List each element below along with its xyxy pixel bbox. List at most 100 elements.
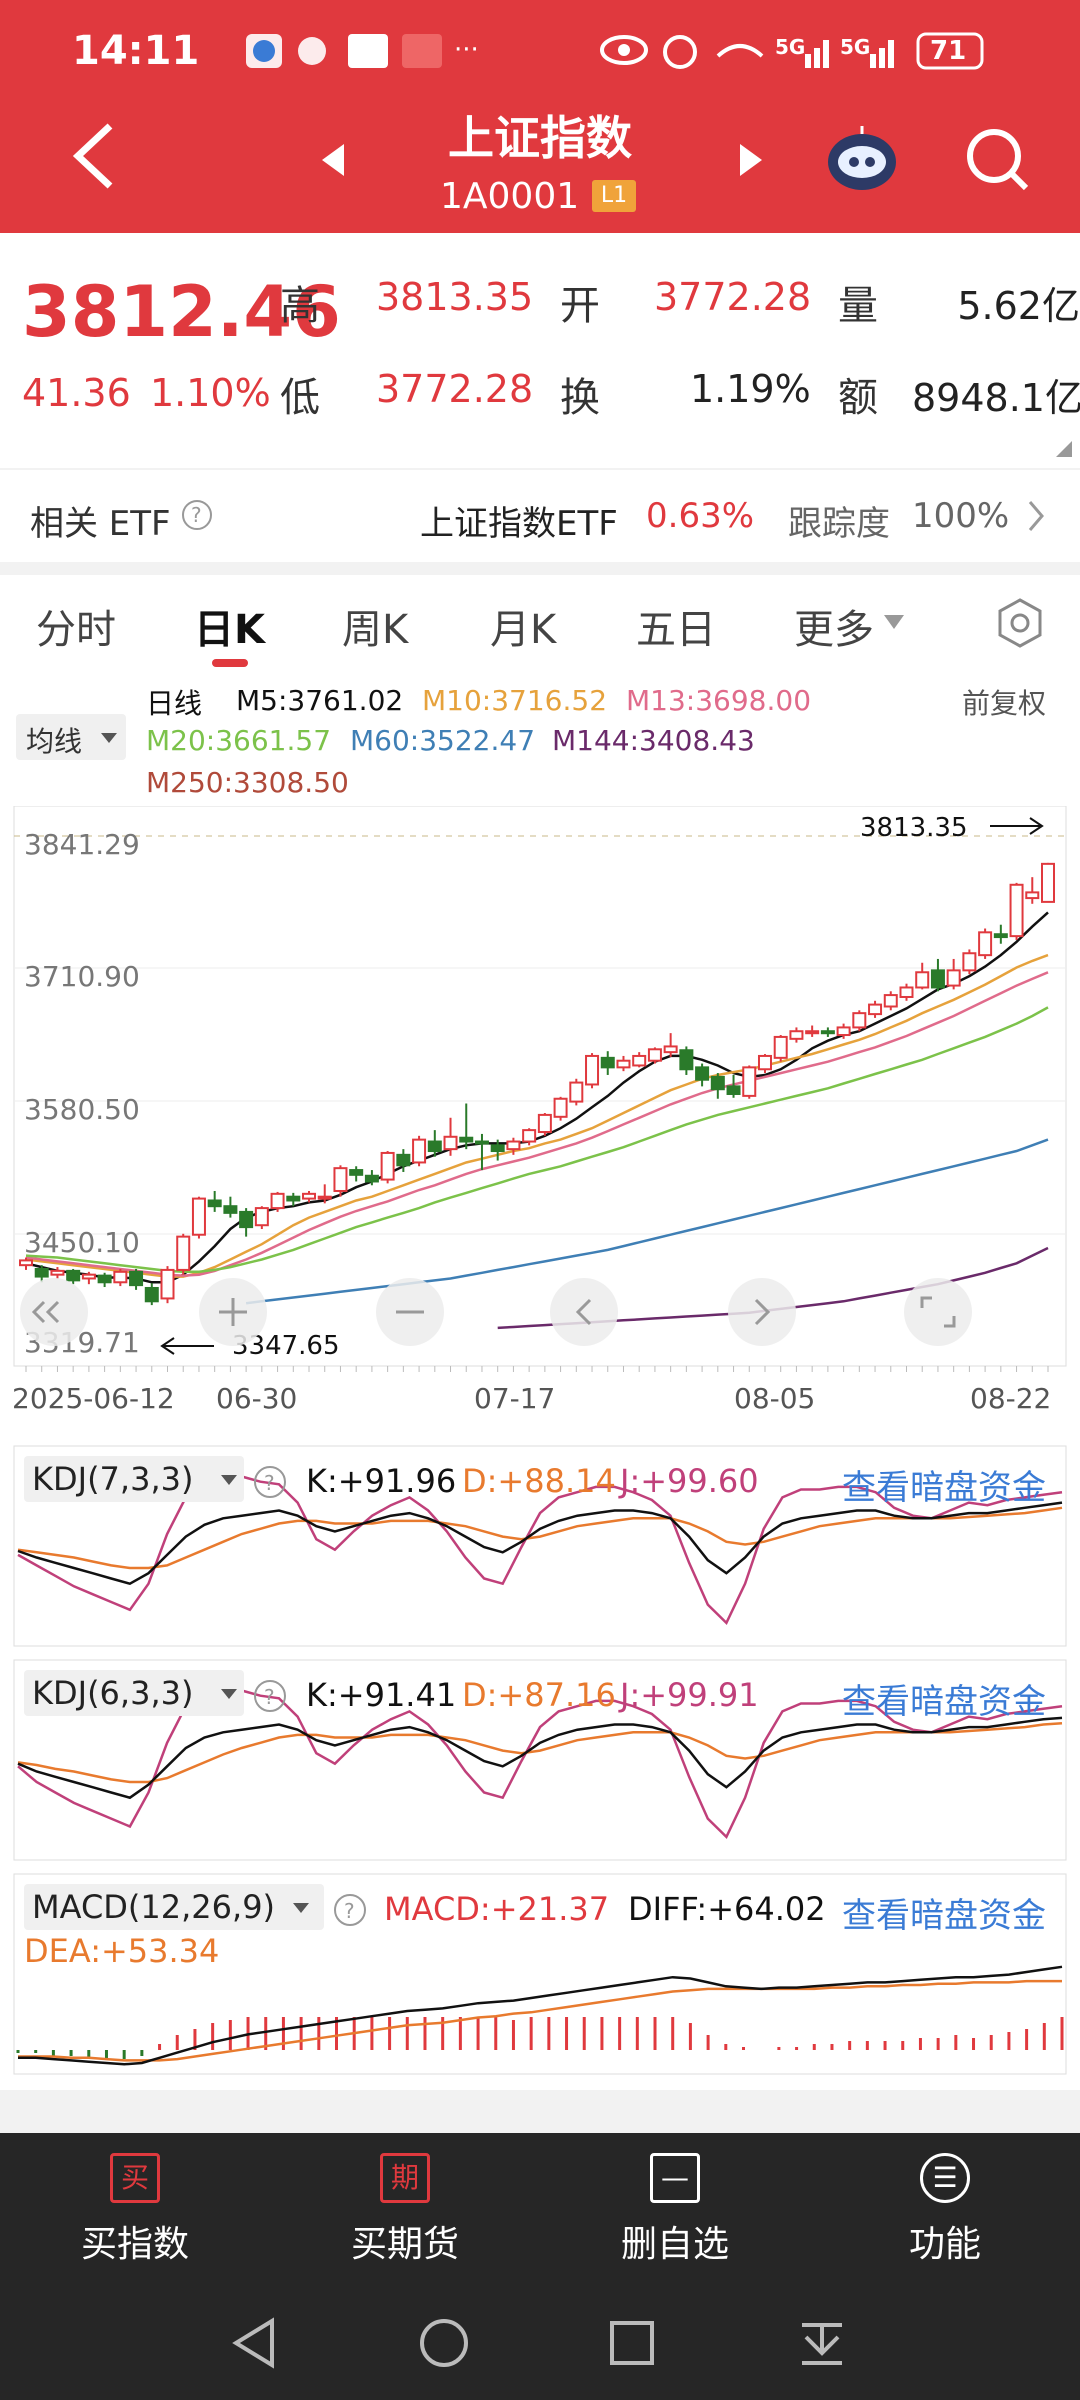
- legend-line-label: 日线: [146, 687, 203, 720]
- system-nav-bar: [232, 2317, 842, 2369]
- candle-body: [553, 1097, 568, 1118]
- kdj2-dark-pool-link[interactable]: 查看暗盘资金: [842, 1682, 1046, 1722]
- kdj2-selector[interactable]: KDJ(6,3,3): [24, 1670, 244, 1716]
- ma-selector[interactable]: 均线: [16, 714, 126, 760]
- tab-intraday[interactable]: 分时: [36, 607, 116, 653]
- low-marker-arrow-icon: [160, 1337, 214, 1355]
- candle-body: [443, 1135, 458, 1151]
- candle-body: [537, 1113, 552, 1134]
- candle-body: [113, 1270, 128, 1284]
- candle-body: [317, 1195, 332, 1200]
- ma-line-m5: [25, 911, 1049, 1284]
- robot-assistant-icon[interactable]: [824, 124, 900, 198]
- notification-icons: ···: [196, 32, 479, 68]
- candle-body: [239, 1210, 254, 1229]
- dropdown-triangle-icon: [882, 613, 906, 635]
- ma-selector-caret-icon: [101, 733, 117, 743]
- macd-selector[interactable]: MACD(12,26,9): [24, 1884, 324, 1930]
- tab-weekly-k[interactable]: 周K: [342, 607, 409, 653]
- tab-more[interactable]: 更多: [794, 607, 874, 653]
- chart-settings-icon[interactable]: [994, 597, 1046, 653]
- nav-recents-icon: [610, 2321, 654, 2365]
- candle-body: [946, 969, 961, 987]
- x-label-1: 06-30: [216, 1382, 297, 1415]
- candle-body: [286, 1195, 301, 1202]
- candle-body: [506, 1140, 521, 1151]
- kdj2-title: KDJ(6,3,3): [32, 1674, 194, 1712]
- svg-text:5G: 5G: [775, 35, 805, 59]
- remove-watchlist-button[interactable]: — 删自选: [540, 2153, 810, 2267]
- high-marker-arrow-icon: [990, 817, 1044, 835]
- legend-m13: M13:3698.00: [626, 684, 812, 717]
- svg-text:?: ?: [264, 1685, 275, 1709]
- candle-body: [254, 1207, 269, 1227]
- kdj1-selector[interactable]: KDJ(7,3,3): [24, 1456, 244, 1502]
- back-icon[interactable]: [68, 120, 118, 194]
- buy-futures-button[interactable]: 期 买期货: [270, 2153, 540, 2267]
- page-title: 上证指数: [448, 111, 632, 165]
- candle-body: [349, 1169, 364, 1176]
- candle-body: [474, 1140, 489, 1145]
- candle-body: [302, 1192, 317, 1200]
- search-icon[interactable]: [966, 128, 1030, 196]
- tab-daily-k[interactable]: 日K: [194, 607, 265, 653]
- candle-body: [459, 1136, 474, 1143]
- bottom-bar: 买 买指数 期 买期货 — 删自选 ☰ 功能: [0, 2133, 1080, 2400]
- legend-m144: M144:3408.43: [552, 724, 755, 757]
- candle-body: [852, 1012, 867, 1029]
- volume-value: 5.62亿: [957, 284, 1080, 328]
- kdj1-d: D:+88.14: [462, 1462, 616, 1500]
- legend-m60: M60:3522.47: [350, 724, 536, 757]
- candle-body: [632, 1054, 647, 1067]
- tab-five-day[interactable]: 五日: [636, 607, 716, 653]
- adjust-mode[interactable]: 前复权: [962, 687, 1047, 720]
- prev-stock-icon[interactable]: [318, 140, 348, 184]
- etf-name: 上证指数ETF: [420, 504, 618, 544]
- low-value: 3772.28: [376, 367, 534, 411]
- status-time: 14:11: [72, 28, 200, 74]
- buy-index-button[interactable]: 买 买指数: [0, 2153, 270, 2267]
- candle-body: [380, 1151, 395, 1181]
- kdj1-help-icon[interactable]: ?: [252, 1464, 288, 1500]
- candle-body: [993, 933, 1008, 939]
- expand-corner-icon[interactable]: [1054, 439, 1074, 463]
- functions-button[interactable]: ☰ 功能: [810, 2153, 1080, 2267]
- macd-help-icon[interactable]: ?: [332, 1892, 368, 1928]
- candle-body: [757, 1054, 772, 1071]
- candle-body: [710, 1075, 725, 1091]
- kdj1-caret-icon: [221, 1475, 237, 1485]
- candle-body: [412, 1138, 427, 1164]
- candle-body: [820, 1030, 835, 1035]
- chart-nav-buttons: [20, 1278, 972, 1346]
- next-stock-icon[interactable]: [736, 140, 766, 184]
- candle-body: [207, 1199, 222, 1208]
- help-icon[interactable]: ?: [180, 498, 214, 536]
- menu-circle-icon: ☰: [920, 2153, 970, 2203]
- chevron-left-icon: [575, 1298, 592, 1326]
- fullscreen-button: [904, 1278, 972, 1346]
- candle-body: [726, 1085, 741, 1095]
- ma-line-m10: [25, 953, 1049, 1278]
- related-etf-row[interactable]: 相关 ETF ? 上证指数ETF 0.63% 跟踪度 100%: [0, 470, 1080, 562]
- y-label-2: 3580.50: [24, 1093, 140, 1126]
- svg-text:?: ?: [264, 1471, 275, 1495]
- x-label-2: 07-17: [474, 1382, 555, 1415]
- candle-body: [176, 1235, 191, 1271]
- candle-body: [695, 1066, 710, 1081]
- macd-dark-pool-link[interactable]: 查看暗盘资金: [842, 1896, 1046, 1936]
- ma-selector-label: 均线: [26, 725, 83, 758]
- etf-label: 相关 ETF: [30, 504, 171, 544]
- candle-body: [81, 1273, 96, 1280]
- turnover-label: 换: [560, 375, 600, 421]
- buy-index-label: 买指数: [80, 2224, 189, 2265]
- y-label-0: 3841.29: [24, 828, 140, 861]
- tab-monthly-k[interactable]: 月K: [490, 607, 557, 653]
- kdj2-help-icon[interactable]: ?: [252, 1678, 288, 1714]
- candle-body: [915, 971, 930, 989]
- candle-body: [522, 1129, 537, 1143]
- candle-body: [805, 1030, 820, 1035]
- notification-icons-svg: ···: [246, 34, 479, 68]
- kdj1-dark-pool-link[interactable]: 查看暗盘资金: [842, 1468, 1046, 1508]
- status-right: 5G 5G: [600, 28, 1020, 78]
- chevron-right-icon[interactable]: [1026, 498, 1046, 538]
